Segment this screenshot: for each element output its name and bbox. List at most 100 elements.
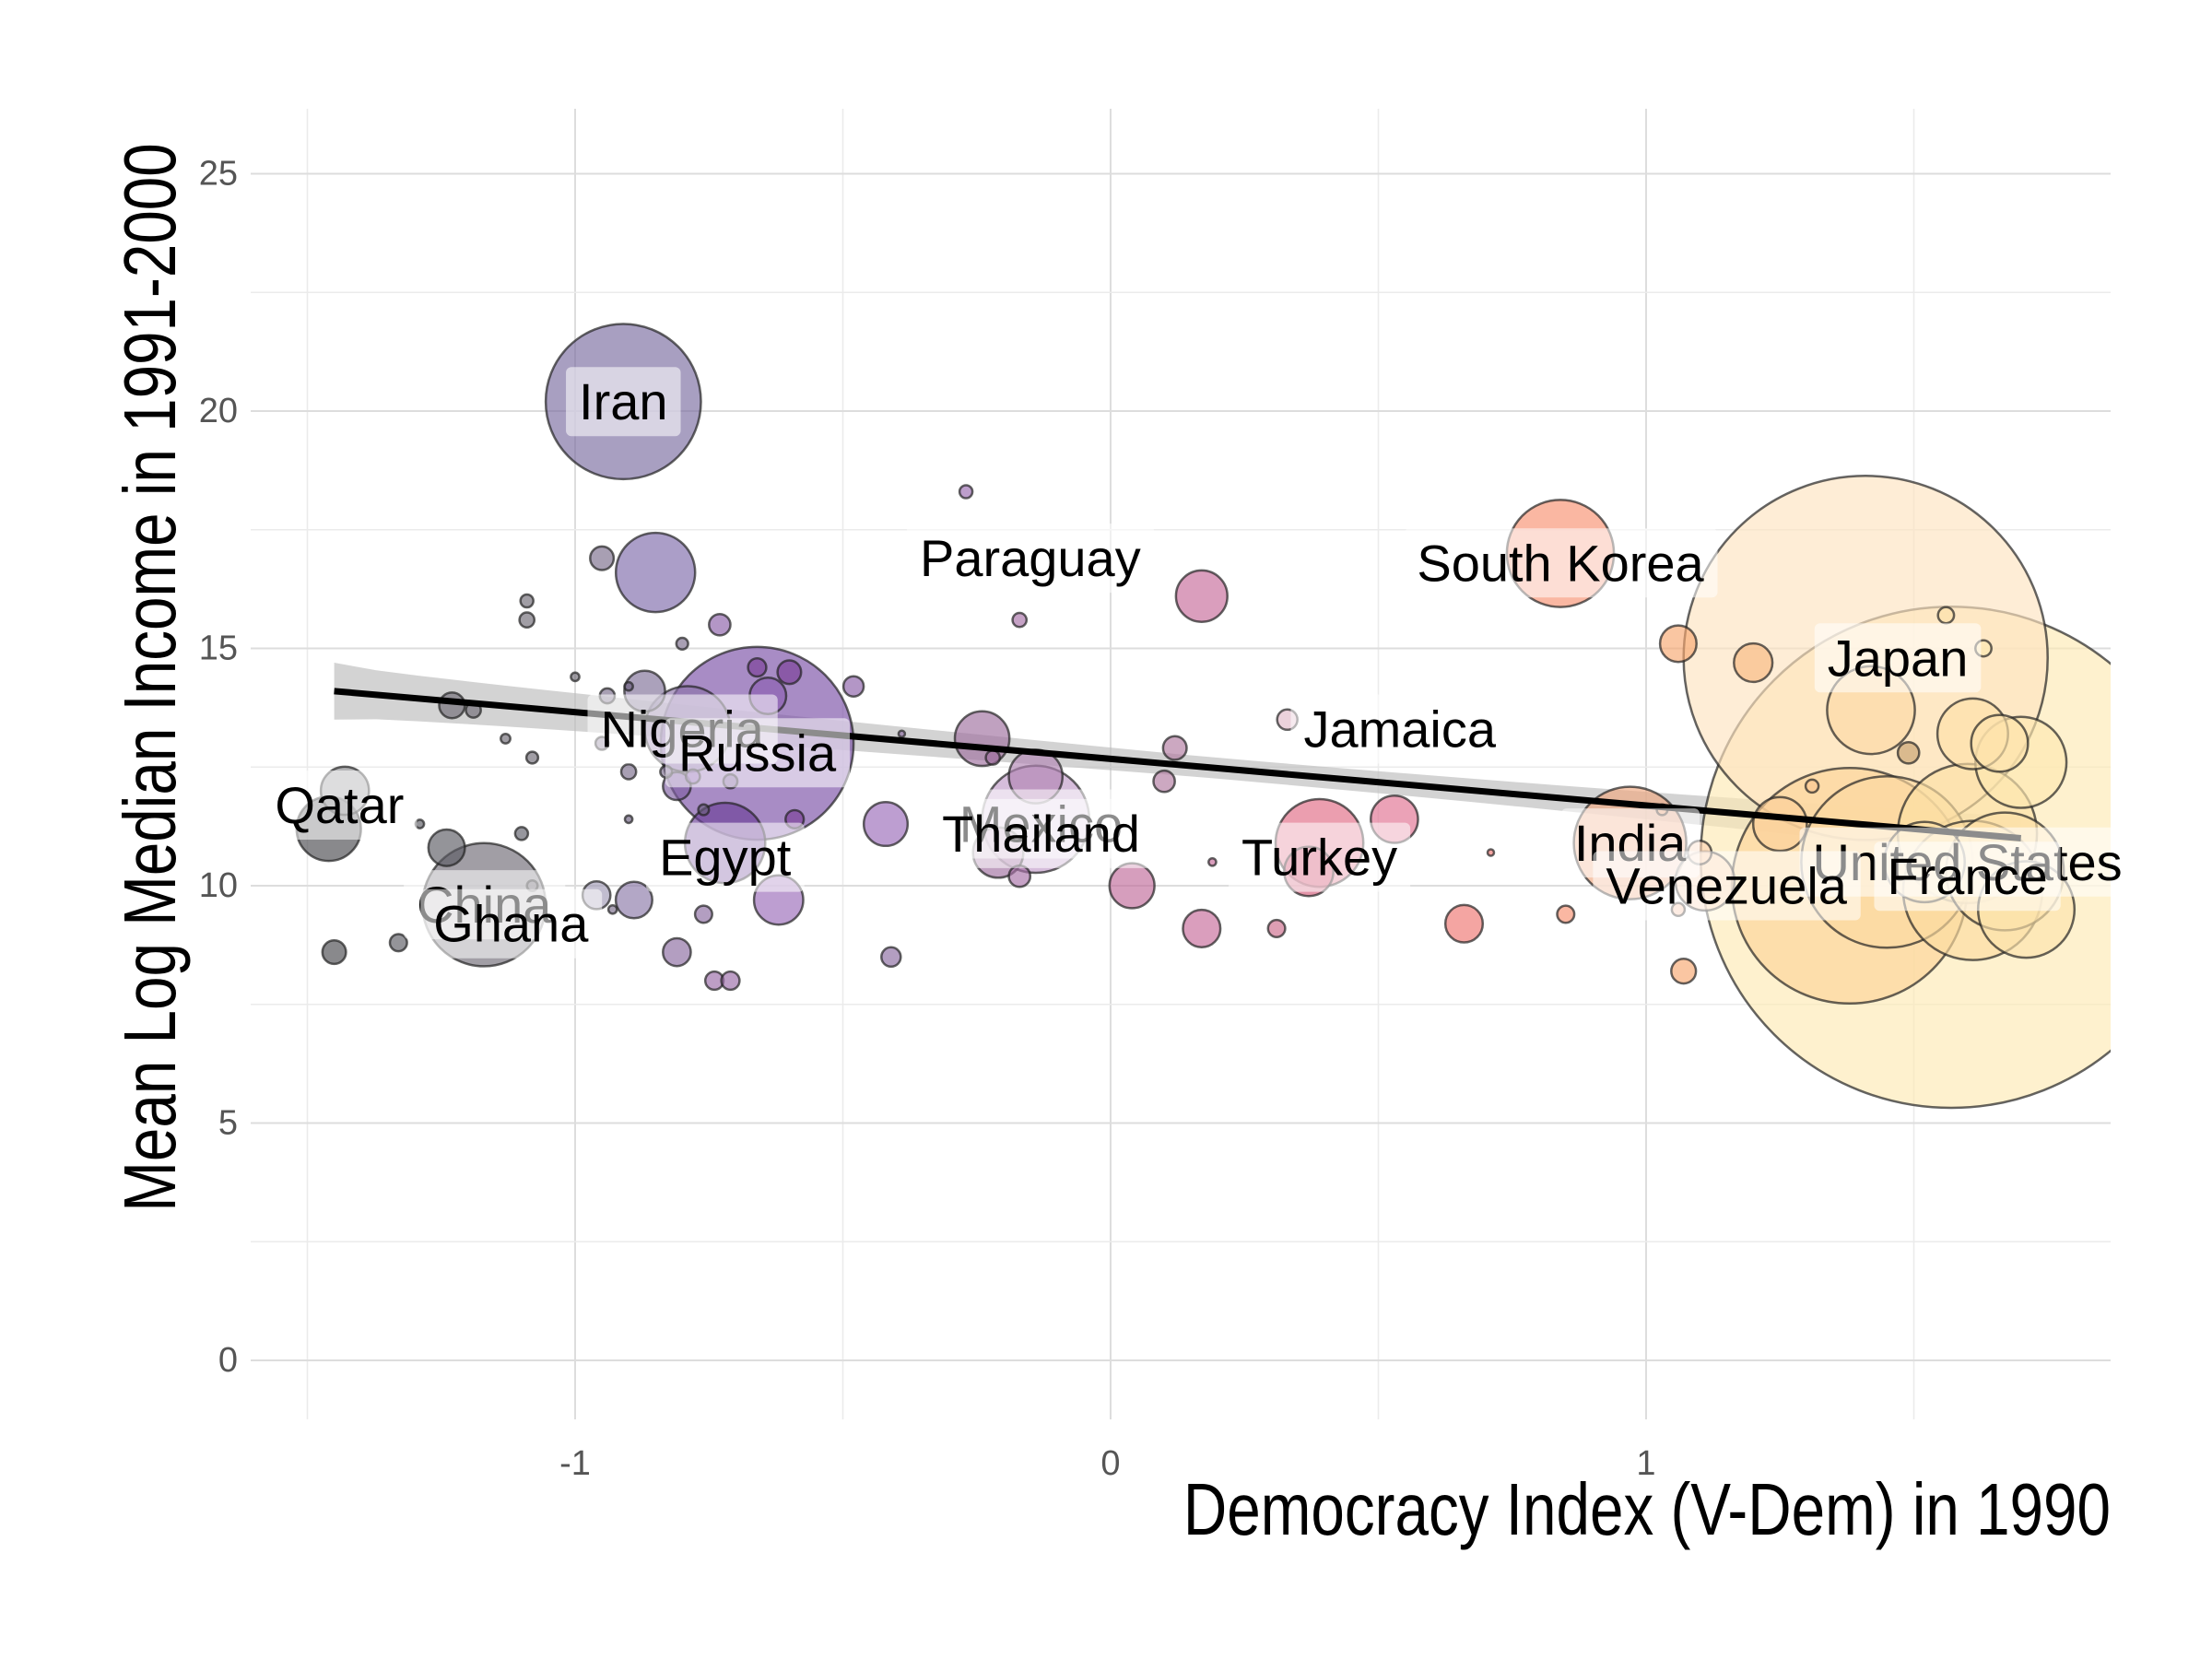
data-point [321, 939, 347, 966]
country-label-background [1404, 528, 1718, 598]
country-label-background [262, 770, 418, 840]
data-point [519, 593, 535, 609]
data-point [1007, 864, 1032, 888]
data-point [1970, 713, 2030, 773]
country-label-background [906, 524, 1154, 594]
country-label-text: Qatar [275, 776, 404, 834]
y-axis-title: Mean Log Median Income in 1991-2000 [109, 143, 192, 1212]
country-label: Qatar [262, 770, 418, 840]
data-point [1936, 606, 1956, 625]
x-tick-label: 0 [1100, 1444, 1120, 1483]
country-label: Thailand [929, 798, 1153, 868]
country-label: South Korea [1404, 528, 1718, 598]
y-tick-label: 10 [199, 866, 238, 905]
country-label-text: Russia [678, 724, 837, 782]
country-label-background [1290, 694, 1510, 764]
data-point [1182, 908, 1222, 948]
country-label-text: Japan [1828, 629, 1969, 687]
data-point [623, 680, 634, 692]
data-point [1161, 735, 1188, 761]
y-tick-label: 0 [218, 1341, 238, 1380]
country-label: Venezuela [1593, 851, 1861, 921]
data-point [880, 946, 902, 969]
country-label-background [1814, 623, 1982, 693]
data-point [1658, 624, 1698, 664]
country-label: Iran [566, 367, 681, 437]
data-point [720, 970, 741, 992]
country-label-background [1229, 822, 1411, 892]
country-label: Paraguay [906, 524, 1154, 594]
data-point [614, 880, 653, 920]
data-point [518, 611, 536, 629]
data-point [1207, 856, 1218, 867]
data-point [708, 612, 732, 637]
country-label: France [1874, 841, 2061, 912]
x-axis-title: Democracy Index (V-Dem) in 1990 [1183, 1468, 2111, 1551]
y-tick-label: 5 [218, 1104, 238, 1143]
data-point [776, 659, 803, 686]
country-label: Turkey [1229, 822, 1411, 892]
data-point [614, 531, 697, 614]
data-point [958, 484, 974, 500]
data-point [589, 545, 616, 571]
data-point [862, 800, 910, 848]
data-point [500, 732, 512, 745]
data-point [1556, 904, 1576, 924]
country-label-background [566, 367, 681, 437]
country-label-background [929, 798, 1153, 868]
country-label-text: Turkey [1241, 829, 1397, 887]
data-point [606, 903, 618, 915]
country-label-text: Venezuela [1606, 857, 1847, 915]
country-label-text: Ghana [433, 895, 589, 953]
data-point [984, 749, 1002, 766]
x-tick-label: 1 [1636, 1444, 1655, 1483]
country-label-background [1593, 851, 1861, 921]
data-point [1152, 769, 1176, 794]
data-point [427, 828, 466, 867]
data-point [1174, 569, 1229, 623]
country-label: Egypt [646, 822, 805, 892]
country-label-text: France [1887, 847, 2047, 905]
country-label-text: Jamaica [1303, 700, 1496, 759]
country-label: Japan [1814, 623, 1982, 693]
data-point [1108, 862, 1156, 910]
country-label-background [420, 888, 603, 959]
y-tick-label: 20 [199, 392, 238, 430]
data-point [675, 636, 689, 652]
data-point [662, 936, 692, 968]
data-point [570, 671, 581, 683]
country-label-text: Thailand [942, 805, 1140, 863]
country-label: Ghana [420, 888, 603, 959]
country-label-text: South Korea [1417, 534, 1704, 592]
data-point [1670, 958, 1698, 985]
data-point [1011, 611, 1029, 629]
data-point [513, 826, 530, 841]
x-tick-label: -1 [559, 1444, 591, 1483]
data-point [1486, 848, 1496, 857]
data-point [1751, 795, 1808, 853]
data-point [1733, 641, 1774, 684]
country-label-text: Paraguay [920, 529, 1141, 587]
data-point [1266, 918, 1287, 938]
data-point [1896, 740, 1921, 765]
data-point [623, 814, 634, 825]
country-label: Russia [665, 718, 850, 788]
y-tick-label: 25 [199, 155, 238, 194]
data-point [1804, 778, 1820, 794]
country-label-text: Egypt [659, 829, 792, 887]
data-point [953, 710, 1011, 768]
country-label-background [665, 718, 850, 788]
country-label-text: Iran [579, 372, 668, 430]
data-point [1443, 903, 1485, 944]
data-point [897, 729, 907, 738]
y-tick-label: 15 [199, 629, 238, 668]
country-label-background [1874, 841, 2061, 912]
data-point [747, 656, 768, 678]
data-point [619, 763, 638, 781]
data-point [388, 933, 408, 953]
data-point [697, 803, 711, 817]
